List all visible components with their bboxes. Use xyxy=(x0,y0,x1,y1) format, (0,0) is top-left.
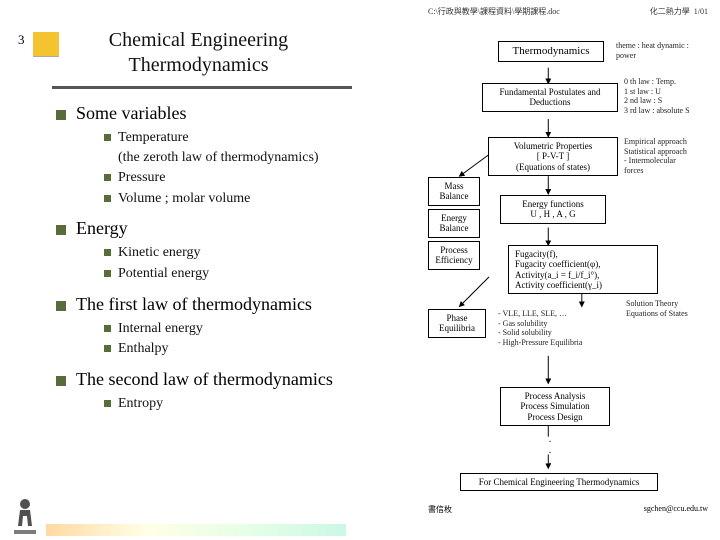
section-heading: Energy Kinetic energy Potential energy xyxy=(56,218,414,283)
section-heading: The second law of thermodynamics Entropy xyxy=(56,369,414,414)
diag-box: Fundamental Postulates and Deductions xyxy=(482,83,618,112)
diag-side: 0 th law : Temp. 1 st law : U 2 nd law :… xyxy=(624,77,716,115)
list-item: Pressure xyxy=(104,168,414,188)
diag-box: Process Efficiency xyxy=(428,241,480,270)
diag-dots: ··· xyxy=(540,437,560,470)
diag-side: theme : heat dynamic : power xyxy=(616,41,706,60)
slide-title: Chemical EngineeringThermodynamics xyxy=(69,28,329,78)
diag-box: Process Analysis Process Simulation Proc… xyxy=(500,387,610,426)
diag-box: For Chemical Engineering Thermodynamics xyxy=(460,473,658,491)
doc-header: C:\行政與教學\課程資料\學期課程.doc 化二熱力學 1/01 xyxy=(420,6,716,17)
person-icon xyxy=(10,496,40,536)
footer-decoration xyxy=(10,496,346,536)
list-item: Volume ; molar volume xyxy=(104,189,414,209)
thermo-diagram: Thermodynamics theme : heat dynamic : po… xyxy=(420,17,716,517)
diag-box: Mass Balance xyxy=(428,177,480,206)
slide-number: 3 xyxy=(18,32,25,48)
diag-footer: 書信枚 sgchen@ccu.edu.tw xyxy=(420,504,716,515)
section-heading: Some variables Temperature(the zeroth la… xyxy=(56,103,414,208)
title-logo xyxy=(33,32,59,80)
title-underline xyxy=(52,86,352,89)
section-heading: The first law of thermodynamics Internal… xyxy=(56,294,414,359)
diag-box: Volumetric Properties [ P-V-T ] (Equatio… xyxy=(488,137,618,176)
diag-box: Energy Balance xyxy=(428,209,480,238)
diag-side: - VLE, LLE, SLE, … - Gas solubility - So… xyxy=(498,309,658,347)
outline-list: Some variables Temperature(the zeroth la… xyxy=(56,103,414,413)
list-item: Entropy xyxy=(104,394,414,414)
list-item: Internal energy xyxy=(104,319,414,339)
diag-box: Thermodynamics xyxy=(498,41,604,62)
list-item: Temperature(the zeroth law of thermodyna… xyxy=(104,128,414,167)
diag-side: Empirical approach Statistical approach … xyxy=(624,137,716,175)
diag-box: Energy functions U , H , A , G xyxy=(500,195,606,224)
list-item: Potential energy xyxy=(104,264,414,284)
list-item: Enthalpy xyxy=(104,339,414,359)
list-item: Kinetic energy xyxy=(104,243,414,263)
diag-box: Phase Equilibria xyxy=(428,309,486,338)
diag-box: Fugacity(f), Fugacity coefficient(φ), Ac… xyxy=(508,245,658,294)
